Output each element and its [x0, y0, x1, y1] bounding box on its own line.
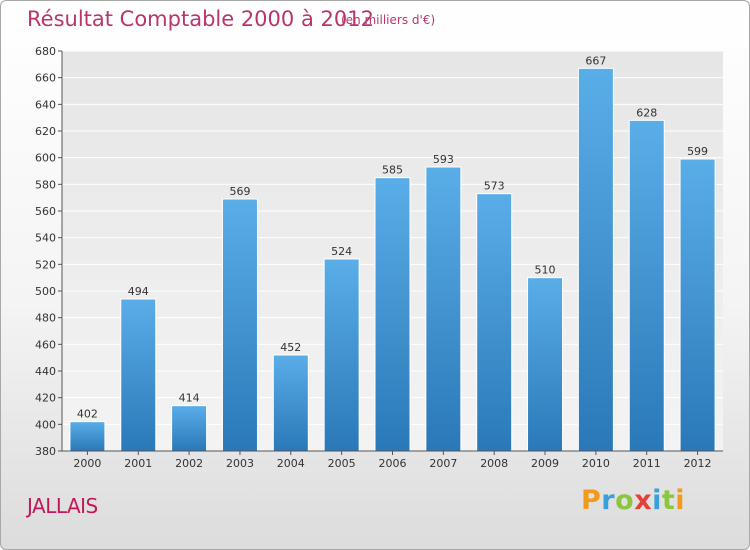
y-tick-label: 400 — [35, 418, 56, 431]
data-label: 510 — [535, 264, 556, 277]
y-tick-label: 620 — [35, 125, 56, 138]
data-label: 599 — [687, 145, 708, 158]
proxiti-logo: Proxiti — [581, 485, 686, 516]
x-tick-label: 2001 — [124, 457, 152, 470]
x-tick-label: 2009 — [531, 457, 559, 470]
y-tick-label: 680 — [35, 45, 56, 58]
y-tick-label: 540 — [35, 232, 56, 245]
unit-label: (en milliers d'€) — [341, 13, 436, 27]
data-label: 569 — [229, 185, 250, 198]
y-tick-label: 460 — [35, 338, 56, 351]
data-label: 414 — [179, 392, 200, 405]
bar — [272, 354, 309, 452]
x-tick-label: 2008 — [480, 457, 508, 470]
y-tick-label: 640 — [35, 98, 56, 111]
bar — [221, 198, 258, 452]
y-tick-label: 480 — [35, 312, 56, 325]
bar — [323, 258, 360, 452]
y-tick-label: 420 — [35, 392, 56, 405]
data-label: 628 — [636, 106, 657, 119]
data-label: 573 — [484, 180, 505, 193]
y-tick-label: 520 — [35, 258, 56, 271]
chart-title: Résultat Comptable 2000 à 2012 — [27, 7, 374, 31]
x-tick-label: 2007 — [429, 457, 457, 470]
y-tick-label: 580 — [35, 178, 56, 191]
x-tick-label: 2000 — [73, 457, 101, 470]
data-label: 593 — [433, 153, 454, 166]
data-label: 524 — [331, 245, 352, 258]
y-tick-label: 500 — [35, 285, 56, 298]
bar — [374, 177, 411, 452]
x-tick-label: 2004 — [277, 457, 305, 470]
y-tick-label: 660 — [35, 72, 56, 85]
data-label: 452 — [280, 341, 301, 354]
data-label: 667 — [585, 54, 606, 67]
bar — [171, 405, 208, 452]
bar — [679, 158, 716, 452]
x-tick-label: 2003 — [226, 457, 254, 470]
bar — [577, 67, 614, 452]
x-tick-label: 2005 — [328, 457, 356, 470]
bar — [425, 166, 462, 452]
x-tick-label: 2012 — [684, 457, 712, 470]
y-tick-label: 560 — [35, 205, 56, 218]
data-label: 494 — [128, 285, 149, 298]
bar — [527, 277, 564, 452]
x-tick-label: 2011 — [633, 457, 661, 470]
bar — [628, 119, 665, 452]
x-tick-label: 2010 — [582, 457, 610, 470]
y-tick-label: 600 — [35, 152, 56, 165]
x-tick-label: 2006 — [379, 457, 407, 470]
bar — [120, 298, 157, 452]
place-name: JALLAIS — [27, 494, 98, 518]
bar — [476, 193, 513, 452]
data-label: 585 — [382, 164, 403, 177]
y-tick-label: 440 — [35, 365, 56, 378]
bar — [69, 421, 106, 452]
data-label: 402 — [77, 408, 98, 421]
x-tick-label: 2002 — [175, 457, 203, 470]
y-tick-label: 380 — [35, 445, 56, 458]
